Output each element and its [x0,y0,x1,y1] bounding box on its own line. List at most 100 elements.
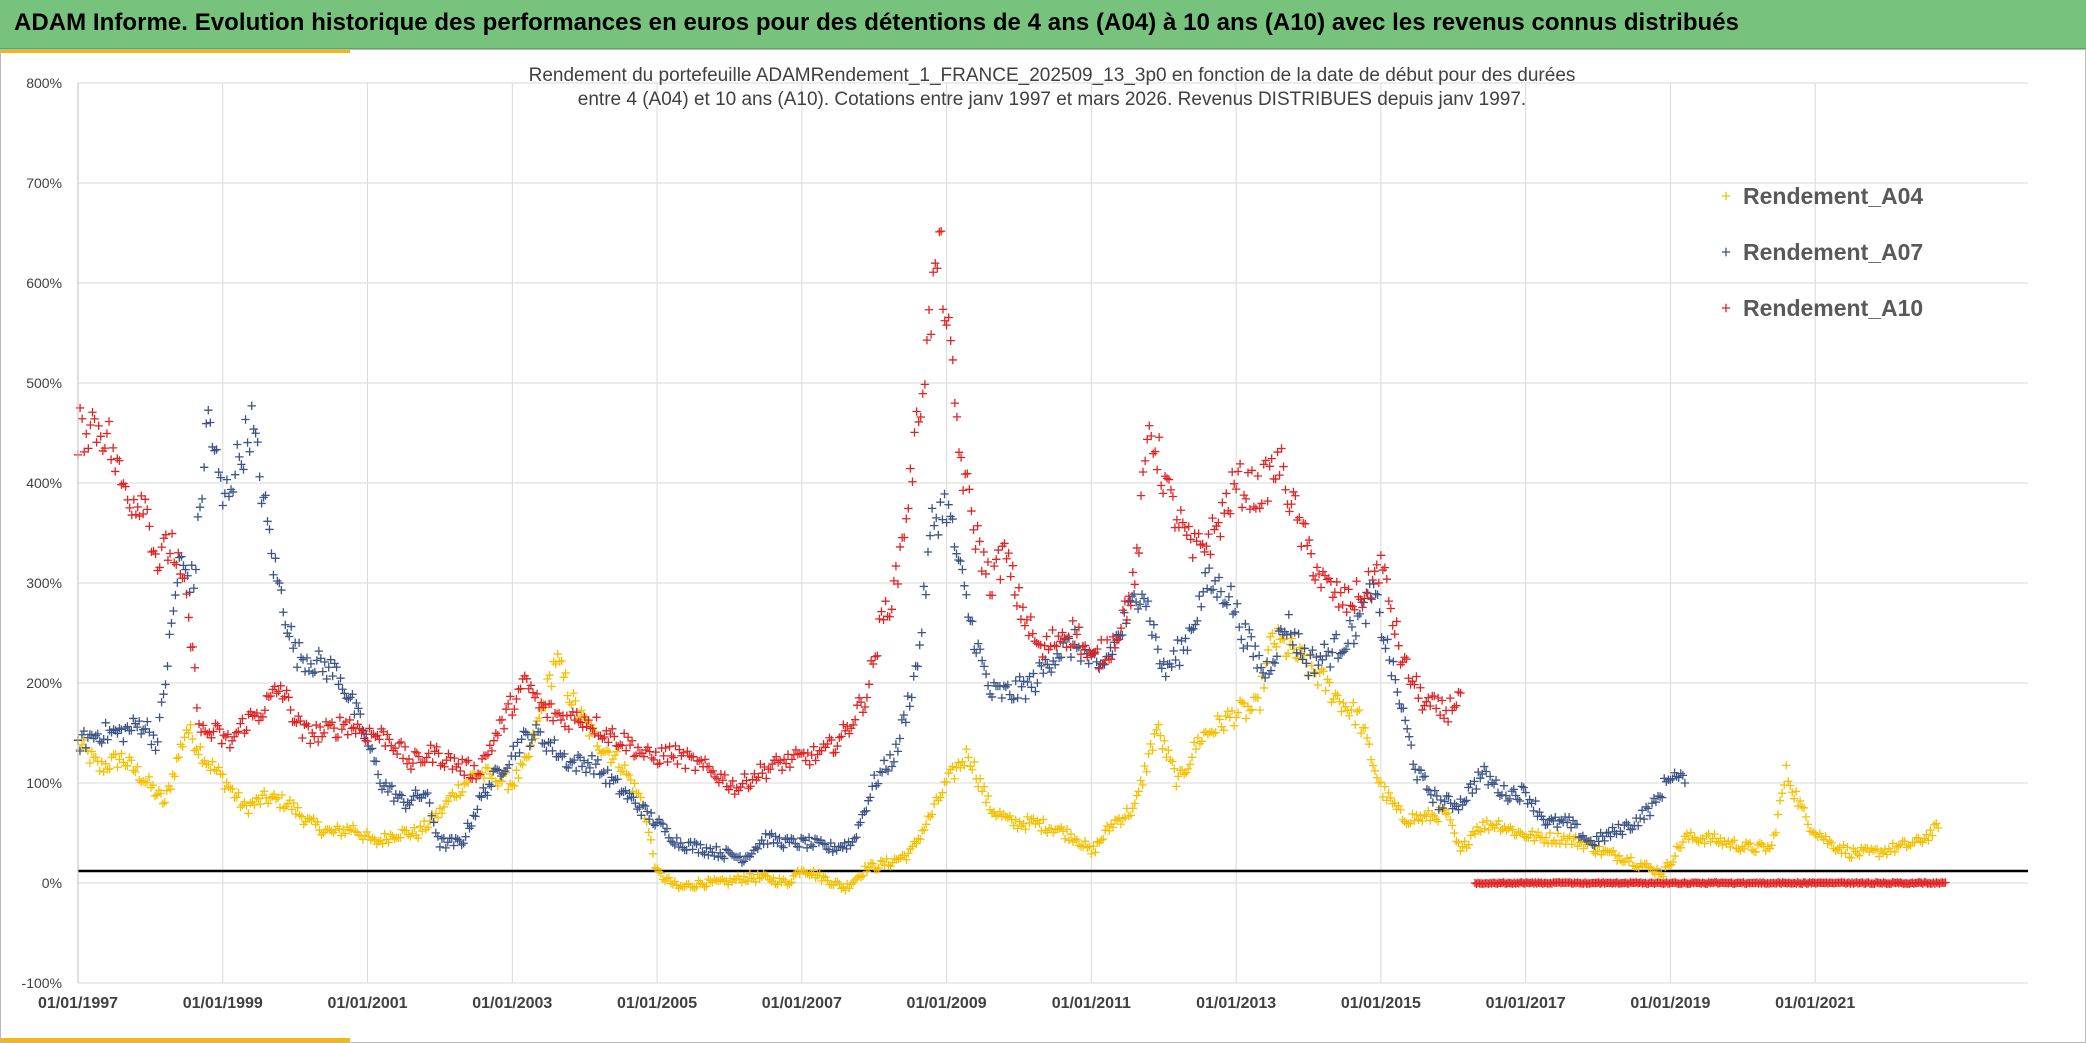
data-point [182,589,191,599]
data-point [467,821,476,831]
data-point [1551,813,1560,822]
data-point [199,463,209,472]
data-point [870,864,880,874]
data-point [105,764,114,774]
data-point [1277,444,1286,453]
data-point [1068,616,1077,626]
axis-layer: -100%0%100%200%300%400%500%600%700%800%0… [22,75,1856,1012]
data-point [666,879,676,888]
data-point [923,811,933,821]
data-point [1169,646,1178,656]
data-point [1664,861,1674,870]
data-point [155,713,164,722]
data-point [1316,583,1326,592]
data-point [762,774,771,783]
data-point [281,620,290,629]
data-point [448,788,457,798]
data-point [1803,820,1813,829]
data-point [437,834,447,843]
data-point [1259,683,1269,693]
data-point [425,798,434,808]
data-point [348,821,358,830]
data-point [639,752,649,761]
data-point [378,839,387,848]
data-point [1468,788,1477,798]
data-point [728,776,737,786]
data-point [1412,810,1421,820]
data-point [1066,642,1075,652]
data-point [1289,487,1298,497]
data-point [289,798,299,808]
data-point [158,799,168,808]
data-point [573,751,583,760]
data-point [251,429,260,438]
data-point [254,716,264,725]
data-point [775,874,784,883]
data-point [147,547,156,557]
data-point [1264,669,1274,679]
data-point [913,662,922,671]
data-point [852,833,861,842]
data-point [965,485,974,494]
data-point [1013,824,1022,833]
data-point [255,472,264,481]
data-point [473,805,482,814]
data-point [1380,563,1390,572]
data-point [646,808,656,818]
data-point [253,437,262,447]
data-point [1452,837,1461,846]
data-point [1535,807,1544,817]
data-point [453,835,462,844]
data-point [1649,794,1659,803]
data-point [495,776,505,785]
data-point [721,876,731,885]
data-point [765,875,774,885]
data-point [1116,819,1126,829]
data-point [734,786,743,795]
data-point [1474,767,1483,777]
data-point [1398,815,1407,824]
data-point [479,783,488,793]
data-point [415,822,425,831]
data-point [180,733,189,742]
data-point [1346,601,1355,610]
data-point [1176,506,1186,515]
data-point [1474,826,1484,835]
data-point [459,839,468,848]
data-point [241,415,250,424]
data-point [293,803,302,812]
data-point [509,742,518,751]
data-point [180,573,189,583]
data-point [450,753,459,763]
data-point [1635,814,1645,823]
data-point [263,799,273,808]
data-point [174,753,183,762]
data-point [1039,815,1048,824]
data-point [553,649,562,659]
data-point [343,730,352,739]
data-point [708,848,717,857]
data-point [1676,769,1685,778]
data-point [1531,796,1540,806]
data-point [1416,766,1426,775]
data-point [820,840,830,849]
x-tick-label: 01/01/2005 [617,995,697,1012]
data-point [1352,577,1361,586]
data-point [335,713,345,722]
data-point [929,799,939,809]
data-point [977,787,987,796]
data-point [1281,485,1290,494]
data-point [1494,816,1503,826]
data-point [1400,817,1409,826]
data-point [692,839,701,849]
data-point [664,873,674,882]
data-point [315,722,325,732]
data-point [1149,620,1159,629]
data-point [1005,811,1014,821]
data-point [614,762,624,772]
data-point [1255,705,1265,715]
data-point [755,874,764,883]
data-point [1941,878,1950,887]
